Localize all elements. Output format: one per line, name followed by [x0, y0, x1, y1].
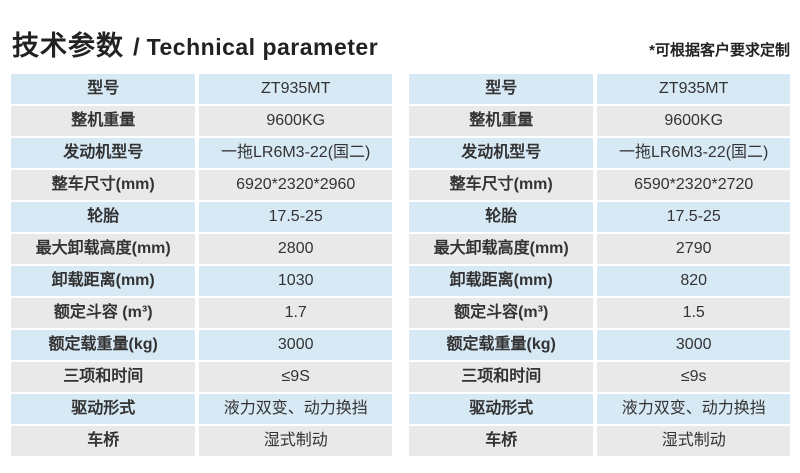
param-label: 驱动形式: [11, 394, 196, 424]
table-row: 发动机型号 一拖LR6M3-22(国二): [409, 138, 790, 168]
param-label: 整车尺寸(mm): [409, 170, 594, 200]
table-row: 轮胎 17.5-25: [409, 202, 790, 232]
page-title: 技术参数 / Technical parameter: [12, 24, 378, 63]
table-row: 额定载重量(kg) 3000: [409, 330, 790, 360]
param-value: 9600KG: [597, 106, 790, 136]
param-value: ZT935MT: [199, 74, 392, 104]
param-label: 卸载距离(mm): [11, 266, 196, 296]
table-row: 额定载重量(kg) 3000: [11, 330, 392, 360]
param-value: 2800: [199, 234, 392, 264]
param-label: 三项和时间: [409, 362, 594, 392]
param-value: 液力双变、动力换挡: [597, 394, 790, 424]
param-value: 一拖LR6M3-22(国二): [199, 138, 392, 168]
table-row: 整机重量 9600KG: [11, 106, 392, 136]
param-label: 额定载重量(kg): [11, 330, 196, 360]
table-row: 驱动形式 液力双变、动力换挡: [11, 394, 392, 424]
param-value: 一拖LR6M3-22(国二): [597, 138, 790, 168]
table-row: 三项和时间 ≤9S: [11, 362, 392, 392]
table-row: 额定斗容(m³) 1.5: [409, 298, 790, 328]
parameter-table-left: 型号 ZT935MT 整机重量 9600KG 发动机型号 一拖LR6M3-22(国二) 整车…: [11, 74, 392, 456]
param-label: 最大卸载高度(mm): [409, 234, 594, 264]
parameter-table-right: 型号 ZT935MT 整机重量 9600KG 发动机型号 一拖LR6M3-22(国二) 整车…: [409, 74, 790, 456]
param-value: ≤9s: [597, 362, 790, 392]
table-row: 车桥 湿式制动: [11, 426, 392, 456]
param-label: 最大卸载高度(mm): [11, 234, 196, 264]
param-label: 额定斗容(m³): [409, 298, 594, 328]
table-row: 车桥 湿式制动: [409, 426, 790, 456]
table-row: 整车尺寸(mm) 6590*2320*2720: [409, 170, 790, 200]
param-value: 湿式制动: [199, 426, 392, 456]
param-value: 3000: [597, 330, 790, 360]
header: 技术参数 / Technical parameter *可根据客户要求定制: [12, 24, 790, 63]
param-label: 型号: [409, 74, 594, 104]
param-value: 2790: [597, 234, 790, 264]
param-value: 820: [597, 266, 790, 296]
param-value: 液力双变、动力换挡: [199, 394, 392, 424]
param-value: ZT935MT: [597, 74, 790, 104]
param-value: 1.7: [199, 298, 392, 328]
param-value: 1030: [199, 266, 392, 296]
param-label: 发动机型号: [409, 138, 594, 168]
table-row: 卸载距离(mm) 820: [409, 266, 790, 296]
param-value: 17.5-25: [597, 202, 790, 232]
param-label: 轮胎: [11, 202, 196, 232]
table-row: 型号 ZT935MT: [11, 74, 392, 104]
param-label: 车桥: [11, 426, 196, 456]
param-label: 三项和时间: [11, 362, 196, 392]
page-title-chinese: 技术参数: [12, 31, 124, 61]
param-label: 卸载距离(mm): [409, 266, 594, 296]
customization-note: *可根据客户要求定制: [649, 42, 790, 59]
param-label: 车桥: [409, 426, 594, 456]
table-row: 驱动形式 液力双变、动力换挡: [409, 394, 790, 424]
parameter-tables: 型号 ZT935MT 整机重量 9600KG 发动机型号 一拖LR6M3-22(国二) 整车…: [11, 74, 790, 456]
param-label: 型号: [11, 74, 196, 104]
param-value: 湿式制动: [597, 426, 790, 456]
title-separator: /: [133, 34, 140, 61]
page-title-english: Technical parameter: [146, 34, 379, 60]
param-label: 整机重量: [409, 106, 594, 136]
table-row: 发动机型号 一拖LR6M3-22(国二): [11, 138, 392, 168]
table-row: 最大卸载高度(mm) 2800: [11, 234, 392, 264]
param-label: 发动机型号: [11, 138, 196, 168]
param-label: 额定载重量(kg): [409, 330, 594, 360]
table-row: 整车尺寸(mm) 6920*2320*2960: [11, 170, 392, 200]
param-label: 轮胎: [409, 202, 594, 232]
table-row: 三项和时间 ≤9s: [409, 362, 790, 392]
table-row: 卸载距离(mm) 1030: [11, 266, 392, 296]
param-value: 1.5: [597, 298, 790, 328]
param-value: 9600KG: [199, 106, 392, 136]
param-value: 6920*2320*2960: [199, 170, 392, 200]
param-label: 整机重量: [11, 106, 196, 136]
param-value: 17.5-25: [199, 202, 392, 232]
param-label: 额定斗容 (m³): [11, 298, 196, 328]
param-value: 3000: [199, 330, 392, 360]
table-row: 轮胎 17.5-25: [11, 202, 392, 232]
param-value: 6590*2320*2720: [597, 170, 790, 200]
table-row: 整机重量 9600KG: [409, 106, 790, 136]
param-label: 驱动形式: [409, 394, 594, 424]
param-label: 整车尺寸(mm): [11, 170, 196, 200]
table-row: 最大卸载高度(mm) 2790: [409, 234, 790, 264]
param-value: ≤9S: [199, 362, 392, 392]
table-row: 额定斗容 (m³) 1.7: [11, 298, 392, 328]
table-row: 型号 ZT935MT: [409, 74, 790, 104]
